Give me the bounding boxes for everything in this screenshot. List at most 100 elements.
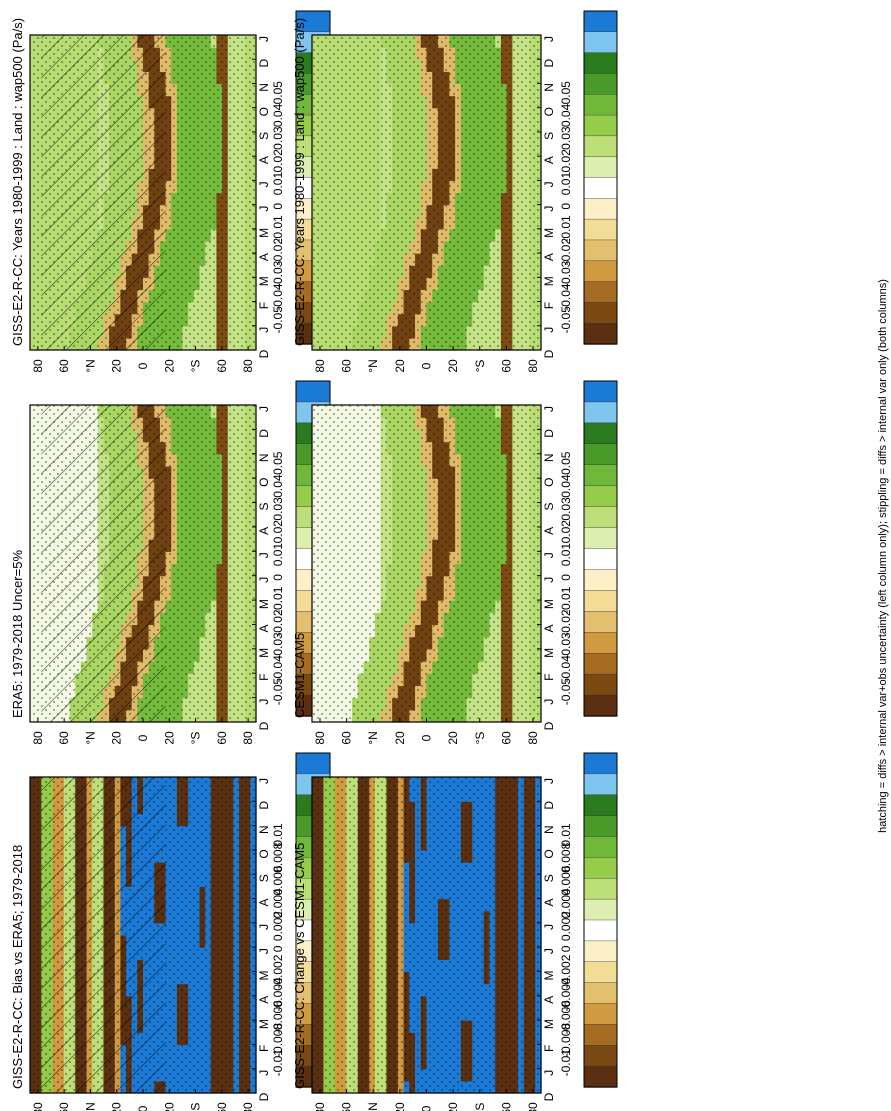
colorbar-label: -0.02: [559, 238, 573, 266]
colorbar-label: 0.03: [559, 126, 573, 150]
x-tick-label: M: [257, 276, 271, 286]
colorbar-label: 0: [559, 203, 573, 210]
x-tick-label: J: [257, 327, 271, 333]
x-tick-label: J: [257, 36, 271, 42]
colorbar-label: 0.05: [559, 451, 573, 475]
x-tick-label: J: [542, 36, 556, 42]
colorbar-swatch: [583, 302, 618, 324]
y-tick-label: 80: [241, 359, 255, 373]
colorbar-swatch: [583, 239, 618, 262]
colorbar-swatch: [583, 10, 618, 33]
colorbar-label: 0.04: [271, 474, 285, 498]
colorbar-label: -0.05: [271, 306, 285, 334]
colorbar-label: -0.05: [271, 678, 285, 706]
colorbar-label: -0.03: [271, 632, 285, 660]
colorbar-label: 0.02: [559, 520, 573, 544]
x-tick-label: J: [542, 552, 556, 558]
y-tick-label: 60: [215, 359, 229, 373]
x-tick-label: J: [542, 699, 556, 705]
y-tick-label: 60: [340, 731, 354, 745]
colorbar-swatch: [583, 632, 618, 654]
y-tick-label: 80: [313, 359, 327, 373]
colorbar-label: -0.03: [559, 632, 573, 660]
colorbar-swatch: [583, 422, 618, 445]
panel-title: GISS-E2-R-CC: Years 1980-1999 : Land : w…: [292, 18, 307, 346]
colorbar-label: 0.05: [271, 451, 285, 475]
x-tick-label: J: [542, 181, 556, 187]
x-tick-label: A: [257, 527, 271, 535]
colorbar-swatch: [583, 464, 618, 487]
y-tick-label: 20: [393, 731, 407, 745]
y-tick-label: 20: [446, 359, 460, 373]
x-tick-label: J: [257, 181, 271, 187]
colorbar-label: 0: [271, 574, 285, 581]
y-tick-label: 60: [57, 731, 71, 745]
x-tick-label: A: [542, 156, 556, 164]
x-tick-label: D: [257, 59, 271, 68]
colorbar-swatch: [583, 380, 618, 403]
hatching-overlay: [41, 405, 166, 722]
colorbar-label: 0.03: [559, 497, 573, 521]
colorbar-label: 0.01: [271, 172, 285, 196]
x-tick-label: F: [542, 302, 556, 309]
colorbar-label: 0.03: [271, 497, 285, 521]
y-tick-label: °N: [366, 731, 380, 744]
y-tick-label: °S: [189, 360, 203, 373]
y-tick-label: 0: [136, 734, 150, 741]
colorbar-swatch: [583, 590, 618, 613]
x-tick-label: D: [257, 429, 271, 438]
colorbar-label: -0.05: [559, 678, 573, 706]
y-tick-label: 80: [241, 731, 255, 745]
x-tick-label: J: [257, 206, 271, 212]
colorbar-label: -0.05: [559, 306, 573, 334]
colorbar-label: 0.02: [271, 149, 285, 173]
x-tick-label: J: [257, 577, 271, 583]
colorbar-swatch: [583, 401, 618, 424]
y-tick-label: 20: [162, 731, 176, 745]
x-tick-label: O: [542, 477, 556, 486]
colorbar-label: 0: [271, 203, 285, 210]
panel-title: GISS-E2-R-CC: Years 1980-1999 : Land : w…: [10, 18, 25, 346]
x-tick-label: M: [257, 599, 271, 609]
x-tick-label: M: [542, 599, 556, 609]
stippling-overlay: [312, 35, 541, 350]
y-tick-label: °S: [473, 732, 487, 745]
x-tick-label: D: [542, 721, 556, 730]
colorbar-swatch: [583, 485, 618, 508]
colorbar-label: -0.04: [271, 655, 285, 683]
x-tick-label: D: [257, 349, 271, 358]
colorbar-label: 0.03: [271, 126, 285, 150]
x-tick-label: J: [542, 406, 556, 412]
colorbar-label: -0.02: [559, 609, 573, 637]
x-tick-label: J: [257, 699, 271, 705]
colorbar-swatch: [583, 198, 618, 220]
x-tick-label: O: [257, 107, 271, 116]
y-tick-label: 20: [110, 731, 124, 745]
colorbar-label: 0.04: [559, 103, 573, 127]
x-tick-label: O: [542, 107, 556, 116]
y-tick-label: 60: [340, 359, 354, 373]
x-tick-label: N: [257, 453, 271, 462]
colorbar-label: 0.02: [559, 149, 573, 173]
colorbar-label: -0.03: [559, 260, 573, 288]
stippling-overlay: [312, 405, 541, 722]
colorbar-swatch: [583, 114, 618, 137]
colorbar-label: -0.04: [271, 283, 285, 311]
colorbar-swatch: [583, 73, 618, 95]
y-tick-label: 60: [499, 731, 513, 745]
colorbar-swatch: [583, 527, 618, 550]
colorbar-swatch: [583, 260, 618, 283]
y-tick-label: 80: [31, 359, 45, 373]
y-tick-label: 0: [136, 362, 150, 369]
x-tick-label: A: [542, 253, 556, 261]
x-tick-label: M: [542, 228, 556, 238]
colorbar-swatch: [583, 506, 618, 529]
y-tick-label: 20: [393, 359, 407, 373]
colorbar-label: -0.01: [271, 215, 285, 243]
x-tick-label: N: [542, 453, 556, 462]
